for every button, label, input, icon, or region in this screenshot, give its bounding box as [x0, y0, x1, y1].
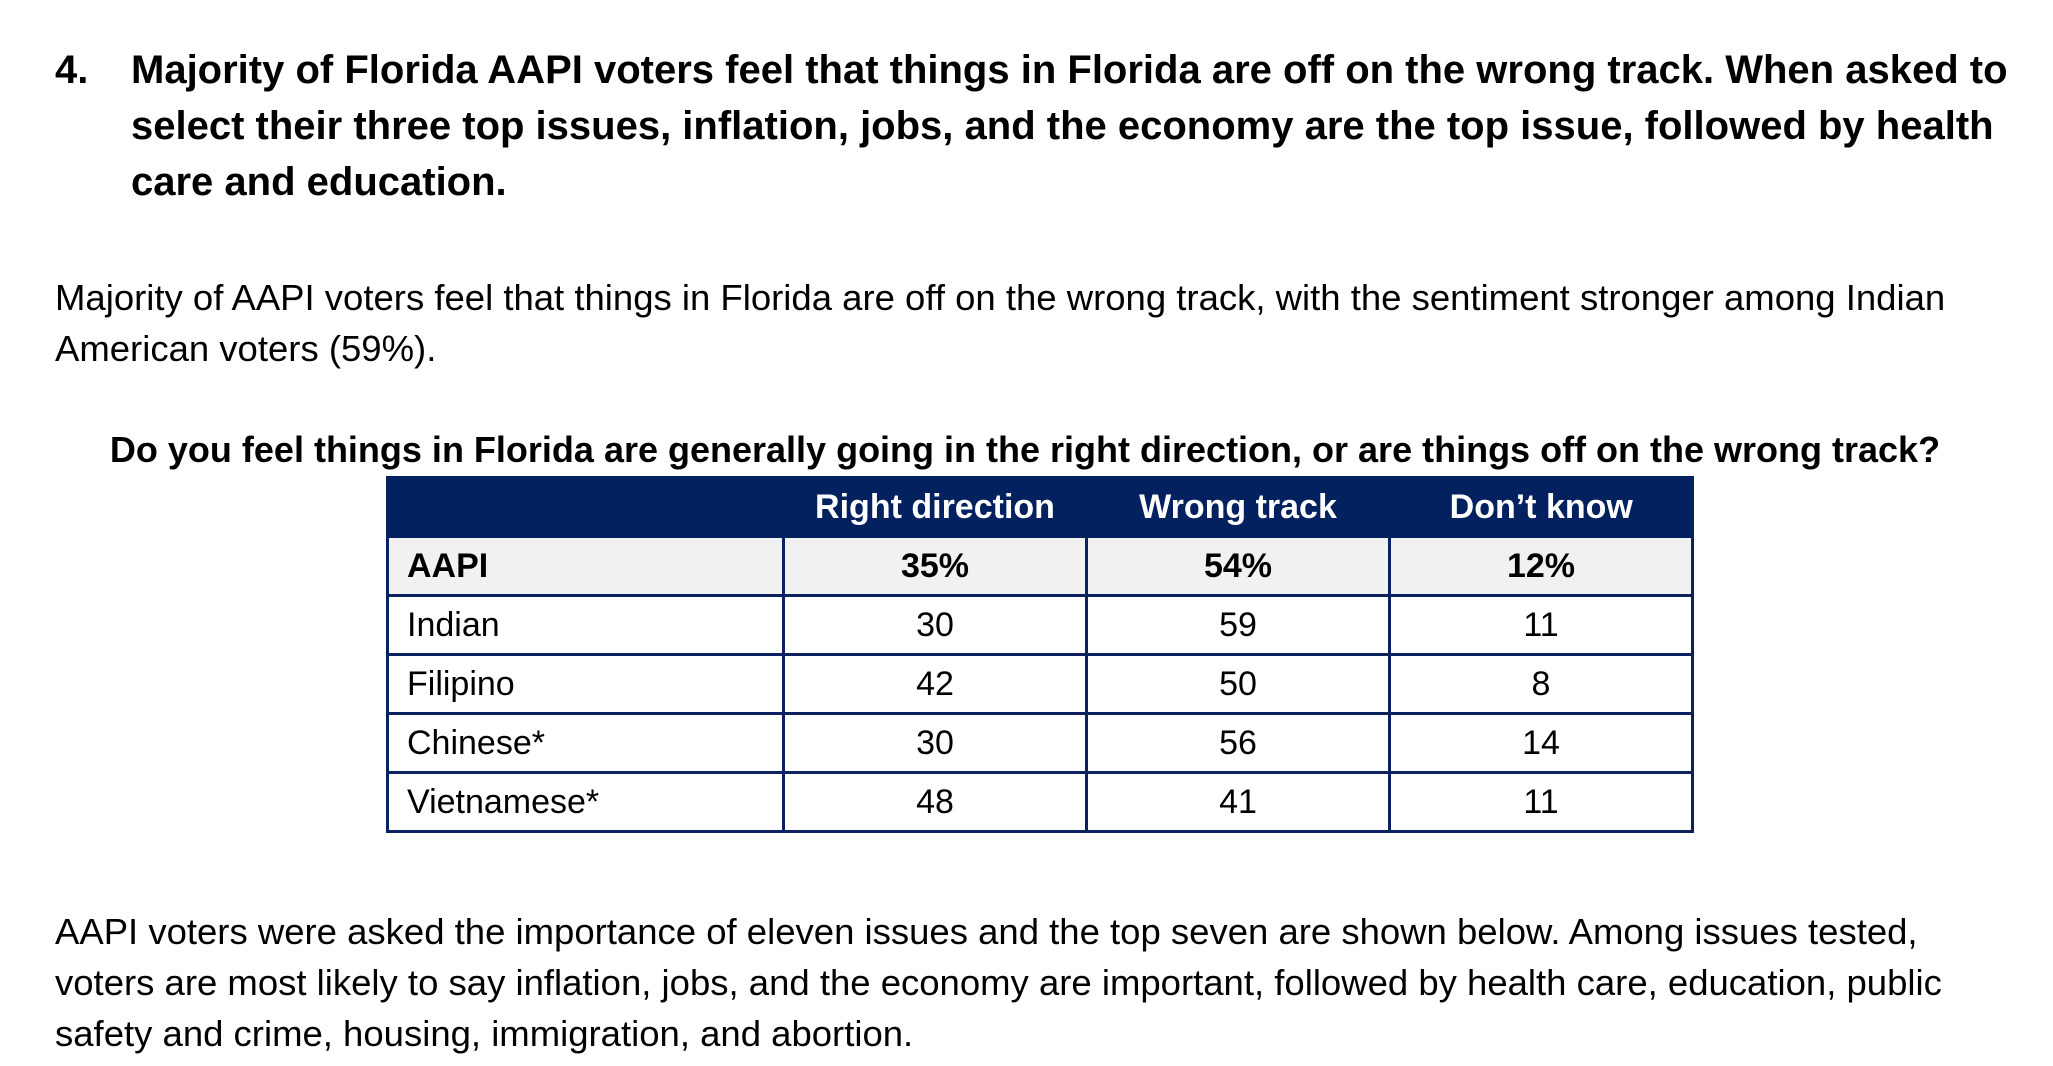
closing-paragraph: AAPI voters were asked the importance of…	[55, 911, 1942, 1054]
cell-dont-know: 12%	[1388, 535, 1694, 597]
table-row-aapi: AAPI 35% 54% 12%	[386, 535, 1694, 597]
cell-right-direction: 48	[782, 771, 1088, 833]
header-cell-dont-know: Don’t know	[1388, 476, 1694, 538]
row-label: Filipino	[386, 653, 785, 715]
cell-dont-know: 11	[1388, 594, 1694, 656]
cell-wrong-track: 50	[1085, 653, 1391, 715]
table-row-chinese: Chinese* 30 56 14	[386, 712, 1694, 774]
row-label: AAPI	[386, 535, 785, 597]
cell-right-direction: 30	[782, 594, 1088, 656]
table-question: Do you feel things in Florida are genera…	[109, 429, 1941, 470]
header-cell-blank	[386, 476, 785, 538]
cell-wrong-track: 41	[1085, 771, 1391, 833]
cell-dont-know: 11	[1388, 771, 1694, 833]
section-heading: 4. Majority of Florida AAPI voters feel …	[55, 42, 2015, 210]
cell-dont-know: 14	[1388, 712, 1694, 774]
cell-wrong-track: 59	[1085, 594, 1391, 656]
intro-paragraph: Majority of AAPI voters feel that things…	[55, 277, 1946, 369]
row-label: Vietnamese*	[386, 771, 785, 833]
section-title: Majority of Florida AAPI voters feel tha…	[131, 48, 2008, 204]
row-label: Chinese*	[386, 712, 785, 774]
results-table: Right direction Wrong track Don’t know A…	[386, 476, 1694, 833]
cell-right-direction: 35%	[782, 535, 1088, 597]
table-row-vietnamese: Vietnamese* 48 41 11	[386, 771, 1694, 833]
cell-wrong-track: 54%	[1085, 535, 1391, 597]
section-number: 4.	[55, 48, 89, 92]
table-header-row: Right direction Wrong track Don’t know	[386, 476, 1694, 538]
header-cell-right-direction: Right direction	[782, 476, 1088, 538]
table-row-filipino: Filipino 42 50 8	[386, 653, 1694, 715]
cell-wrong-track: 56	[1085, 712, 1391, 774]
row-label: Indian	[386, 594, 785, 656]
table-row-indian: Indian 30 59 11	[386, 594, 1694, 656]
header-cell-wrong-track: Wrong track	[1085, 476, 1391, 538]
cell-right-direction: 30	[782, 712, 1088, 774]
cell-dont-know: 8	[1388, 653, 1694, 715]
cell-right-direction: 42	[782, 653, 1088, 715]
